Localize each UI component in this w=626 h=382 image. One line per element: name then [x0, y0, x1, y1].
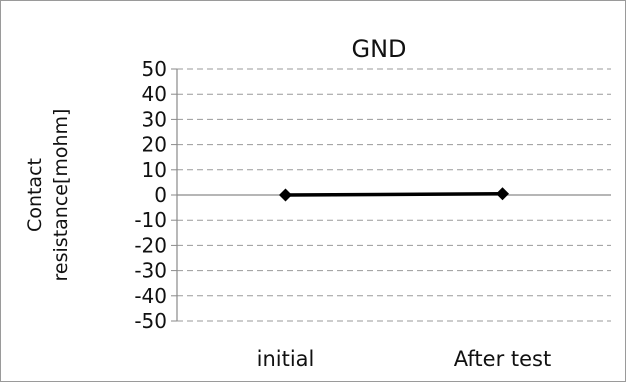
data-point-marker — [279, 188, 292, 202]
y-tick-label: -40 — [134, 284, 167, 308]
x-category-label: initial — [257, 347, 315, 371]
y-tick-label: 10 — [142, 158, 167, 182]
chart-title: GND — [351, 35, 406, 63]
y-tick-label: -10 — [134, 208, 167, 232]
y-tick-label: -50 — [134, 309, 167, 333]
y-axis-title: Contact resistance[mohm] — [24, 109, 72, 282]
y-axis-title-line2: resistance[mohm] — [50, 109, 72, 282]
y-tick-label: -30 — [134, 259, 167, 283]
data-point-marker — [496, 187, 509, 201]
y-tick-label: 50 — [142, 57, 167, 81]
series-line — [285, 191, 503, 197]
y-tick-label: 0 — [154, 183, 167, 207]
x-category-labels: initial After test — [257, 347, 552, 371]
y-tick-label: 40 — [142, 82, 167, 106]
x-category-label: After test — [454, 347, 551, 371]
y-tick-label: 20 — [142, 133, 167, 157]
y-tick-label: -20 — [134, 233, 167, 257]
series-group — [279, 187, 509, 202]
y-tick-label: 30 — [142, 107, 167, 131]
y-axis-title-line1: Contact — [24, 158, 46, 232]
